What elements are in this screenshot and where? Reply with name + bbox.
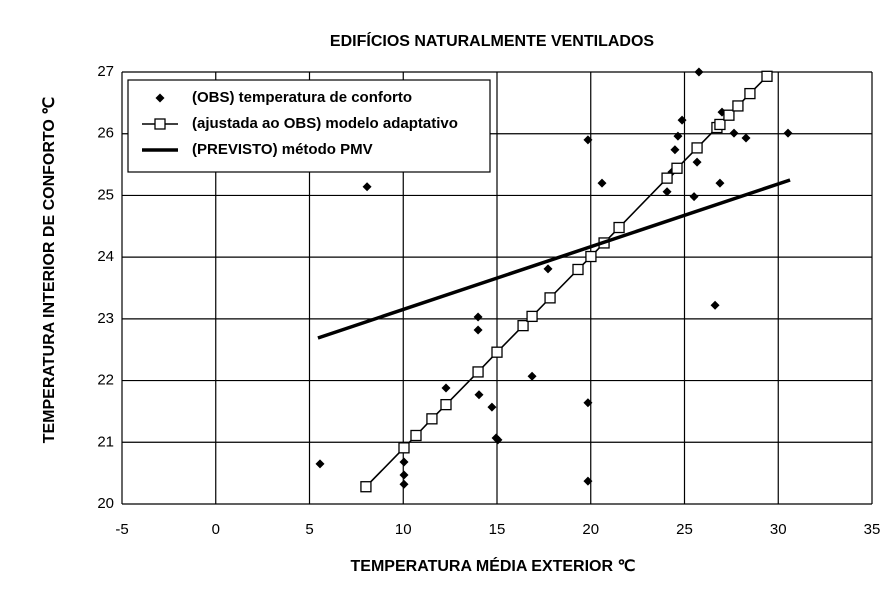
legend-marker: [155, 93, 165, 103]
y-axis-label: TEMPERATURA INTERIOR DE CONFORTO ℃: [41, 97, 58, 444]
y-tick-label: 20: [97, 495, 114, 512]
point: [517, 319, 529, 332]
point: [493, 435, 503, 445]
point: [399, 470, 409, 480]
point: [527, 371, 537, 381]
point: [360, 481, 372, 493]
x-axis-label: TEMPERATURA MÉDIA EXTERIOR ℃: [351, 556, 636, 575]
point: [673, 131, 683, 141]
y-tick-label: 27: [97, 63, 114, 80]
point: [487, 402, 497, 412]
point: [597, 178, 607, 188]
point: [473, 312, 483, 322]
point: [661, 172, 673, 184]
point: [441, 383, 451, 393]
legend-background: [128, 80, 490, 172]
x-tick-label: 10: [395, 521, 412, 538]
point: [426, 413, 438, 425]
x-tick-label: 5: [305, 521, 313, 538]
point: [677, 115, 687, 125]
point: [362, 182, 372, 192]
y-tick-label: 25: [97, 186, 114, 203]
point: [741, 133, 751, 143]
x-tick-label: -5: [115, 521, 128, 538]
chart-title: EDIFÍCIOS NATURALMENTE VENTILADOS: [330, 31, 654, 50]
point: [583, 476, 593, 486]
x-tick-label: 15: [489, 521, 506, 538]
point: [474, 390, 484, 400]
point: [398, 442, 410, 454]
point: [472, 366, 484, 378]
point: [689, 192, 699, 202]
x-tick-label: 30: [770, 521, 787, 538]
point: [710, 300, 720, 310]
legend-label: (ajustada ao OBS) modelo adaptativo: [192, 115, 458, 132]
point: [662, 187, 672, 197]
legend-label: (OBS) temperatura de conforto: [192, 89, 412, 106]
point: [473, 325, 483, 335]
y-tick-label: 26: [97, 125, 114, 142]
point: [744, 87, 756, 100]
y-tick-label: 23: [97, 310, 114, 327]
point: [544, 292, 556, 304]
y-tick-label: 24: [97, 248, 114, 265]
point: [440, 398, 452, 411]
point: [714, 118, 726, 131]
point: [613, 221, 625, 234]
legend: (OBS) temperatura de conforto (ajustada a…: [127, 79, 491, 173]
x-tick-label: 20: [582, 521, 599, 538]
point: [723, 109, 735, 121]
point: [761, 70, 773, 82]
point: [410, 429, 422, 442]
point: [729, 128, 739, 138]
point: [399, 479, 409, 489]
legend-box: [127, 79, 491, 173]
point: [694, 67, 704, 77]
y-tick-label: 22: [97, 372, 114, 389]
x-tick-label: 0: [212, 521, 220, 538]
point: [670, 145, 680, 155]
point: [692, 157, 702, 167]
legend-marker: [154, 118, 166, 130]
point: [691, 142, 703, 154]
point: [526, 310, 538, 323]
point: [399, 457, 409, 467]
point: [583, 398, 593, 408]
x-tick-label: 25: [676, 521, 693, 538]
point: [491, 346, 503, 358]
legend-label: (PREVISTO) método PMV: [192, 141, 373, 158]
point: [732, 100, 744, 112]
point: [315, 459, 325, 469]
point: [783, 128, 793, 138]
line: [317, 178, 791, 340]
point: [715, 178, 725, 188]
y-tick-label: 21: [97, 433, 114, 450]
grid: 20 21 22 23 24 25 26 27 -5 0 5 10 15 20 25 30 35: [97, 63, 880, 538]
x-tick-label: 35: [864, 521, 881, 538]
point: [585, 250, 597, 263]
point: [583, 135, 593, 145]
point: [543, 264, 553, 274]
marks: [315, 67, 793, 493]
point: [572, 263, 584, 276]
point: [671, 162, 683, 174]
